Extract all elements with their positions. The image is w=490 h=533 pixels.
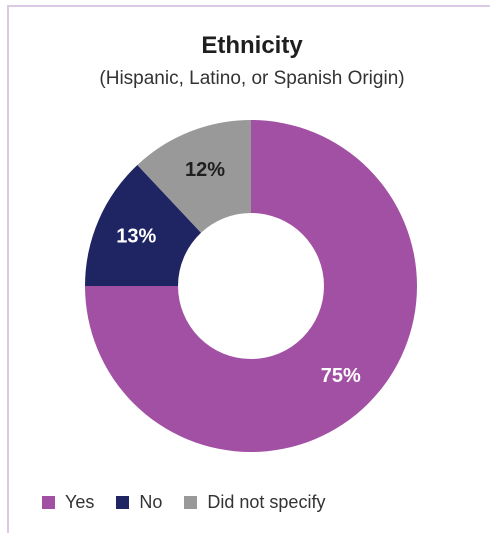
legend-swatch-did-not-specify	[184, 495, 198, 509]
legend-item-yes: Yes	[42, 492, 94, 513]
slice-did-not-specify	[137, 120, 251, 233]
legend-swatch-no	[116, 495, 130, 509]
legend-label-no: No	[139, 491, 163, 512]
legend-label-did-not-specify: Did not specify	[207, 491, 326, 512]
panel-border-left	[7, 5, 9, 533]
legend-swatch-yes	[42, 495, 55, 509]
slice-label-no: 13%	[116, 225, 156, 247]
legend-item-no: No	[116, 492, 162, 513]
slice-label-did-not-specify: 12%	[185, 159, 225, 181]
chart-title: Ethnicity	[201, 32, 303, 59]
panel-border-top	[7, 5, 490, 7]
legend-label-yes: Yes	[65, 491, 95, 512]
chart-legend: Yes No Did not specify	[42, 491, 347, 513]
chart-subtitle: (Hispanic, Latino, or Spanish Origin)	[99, 68, 405, 89]
legend-item-did-not-specify: Did not specify	[184, 492, 325, 513]
slice-label-yes: 75%	[321, 365, 361, 387]
slice-yes	[85, 120, 417, 452]
slice-no	[85, 164, 202, 286]
